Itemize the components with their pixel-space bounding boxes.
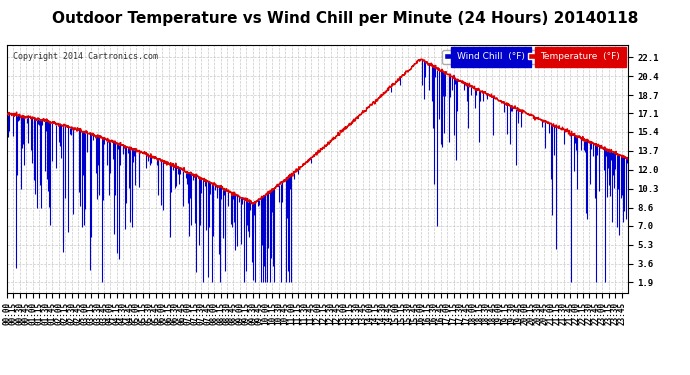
Text: Copyright 2014 Cartronics.com: Copyright 2014 Cartronics.com xyxy=(13,53,158,62)
Legend: Wind Chill  (°F), Temperature  (°F): Wind Chill (°F), Temperature (°F) xyxy=(442,50,623,64)
Text: Outdoor Temperature vs Wind Chill per Minute (24 Hours) 20140118: Outdoor Temperature vs Wind Chill per Mi… xyxy=(52,11,638,26)
